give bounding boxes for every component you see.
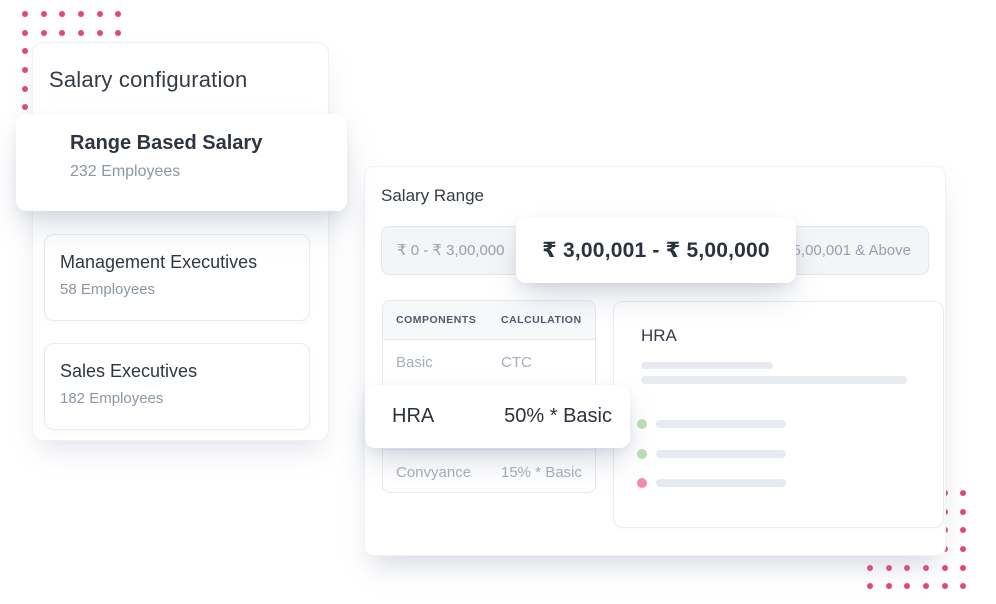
component-cell: Convyance	[396, 463, 472, 481]
skeleton-line	[641, 362, 773, 369]
component-cell: HRA	[392, 405, 435, 427]
tab-range-mid-selected[interactable]: ₹ 3,00,001 - ₹ 5,00,000	[516, 217, 796, 283]
salary-range-title: Salary Range	[381, 186, 485, 205]
table-row-convyance[interactable]: Convyance 15% * Basic	[383, 449, 595, 492]
skeleton-bullet-row	[637, 478, 786, 488]
tab-range-high[interactable]: ₹ 5,00,001 & Above	[778, 242, 911, 259]
bullet-dot	[637, 449, 647, 459]
calculation-cell: CTC	[501, 354, 532, 371]
bullet-dot	[637, 419, 647, 429]
skeleton-bar	[656, 479, 786, 487]
salary-configuration-title: Salary configuration	[49, 67, 248, 92]
table-row-basic[interactable]: Basic CTC	[383, 340, 595, 385]
tab-range-low[interactable]: ₹ 0 - ₹ 3,00,000	[397, 242, 505, 259]
skeleton-bar	[656, 420, 786, 428]
group-employee-count: 182 Employees	[60, 390, 164, 407]
group-card-range-based-salary-selected[interactable]: Range Based Salary 232 Employees	[16, 114, 347, 211]
column-header-components: COMPONENTS	[396, 314, 477, 326]
hra-detail-panel: HRA	[613, 301, 944, 528]
skeleton-bullet-row	[637, 449, 786, 459]
skeleton-bar	[656, 450, 786, 458]
group-employee-count: 232 Employees	[70, 163, 181, 180]
bullet-dot	[637, 478, 647, 488]
component-cell: Basic	[396, 354, 433, 371]
skeleton-bullet-row	[637, 419, 786, 429]
group-title: Range Based Salary	[70, 132, 263, 154]
salary-range-tab-bar: ₹ 0 - ₹ 3,00,000 ₹ 5,00,001 & Above	[381, 226, 929, 275]
skeleton-line	[641, 376, 907, 384]
column-header-calculation: CALCULATION	[501, 314, 582, 326]
group-card-management-executives[interactable]: Management Executives 58 Employees	[44, 234, 310, 321]
salary-range-panel: Salary Range ₹ 0 - ₹ 3,00,000 ₹ 5,00,001…	[365, 167, 945, 555]
salary-configuration-card: Salary configuration Management Executiv…	[33, 43, 328, 440]
group-card-sales-executives[interactable]: Sales Executives 182 Employees	[44, 343, 310, 430]
group-employee-count: 58 Employees	[60, 281, 156, 298]
calculation-cell: 15% * Basic	[501, 463, 582, 481]
calculation-cell: 50% * Basic	[504, 405, 612, 427]
group-title: Management Executives	[60, 252, 258, 272]
table-row-hra-selected[interactable]: HRA 50% * Basic	[365, 385, 630, 448]
hra-detail-title: HRA	[641, 326, 677, 345]
group-title: Sales Executives	[60, 361, 198, 381]
components-table-header: COMPONENTS CALCULATION	[383, 301, 595, 340]
